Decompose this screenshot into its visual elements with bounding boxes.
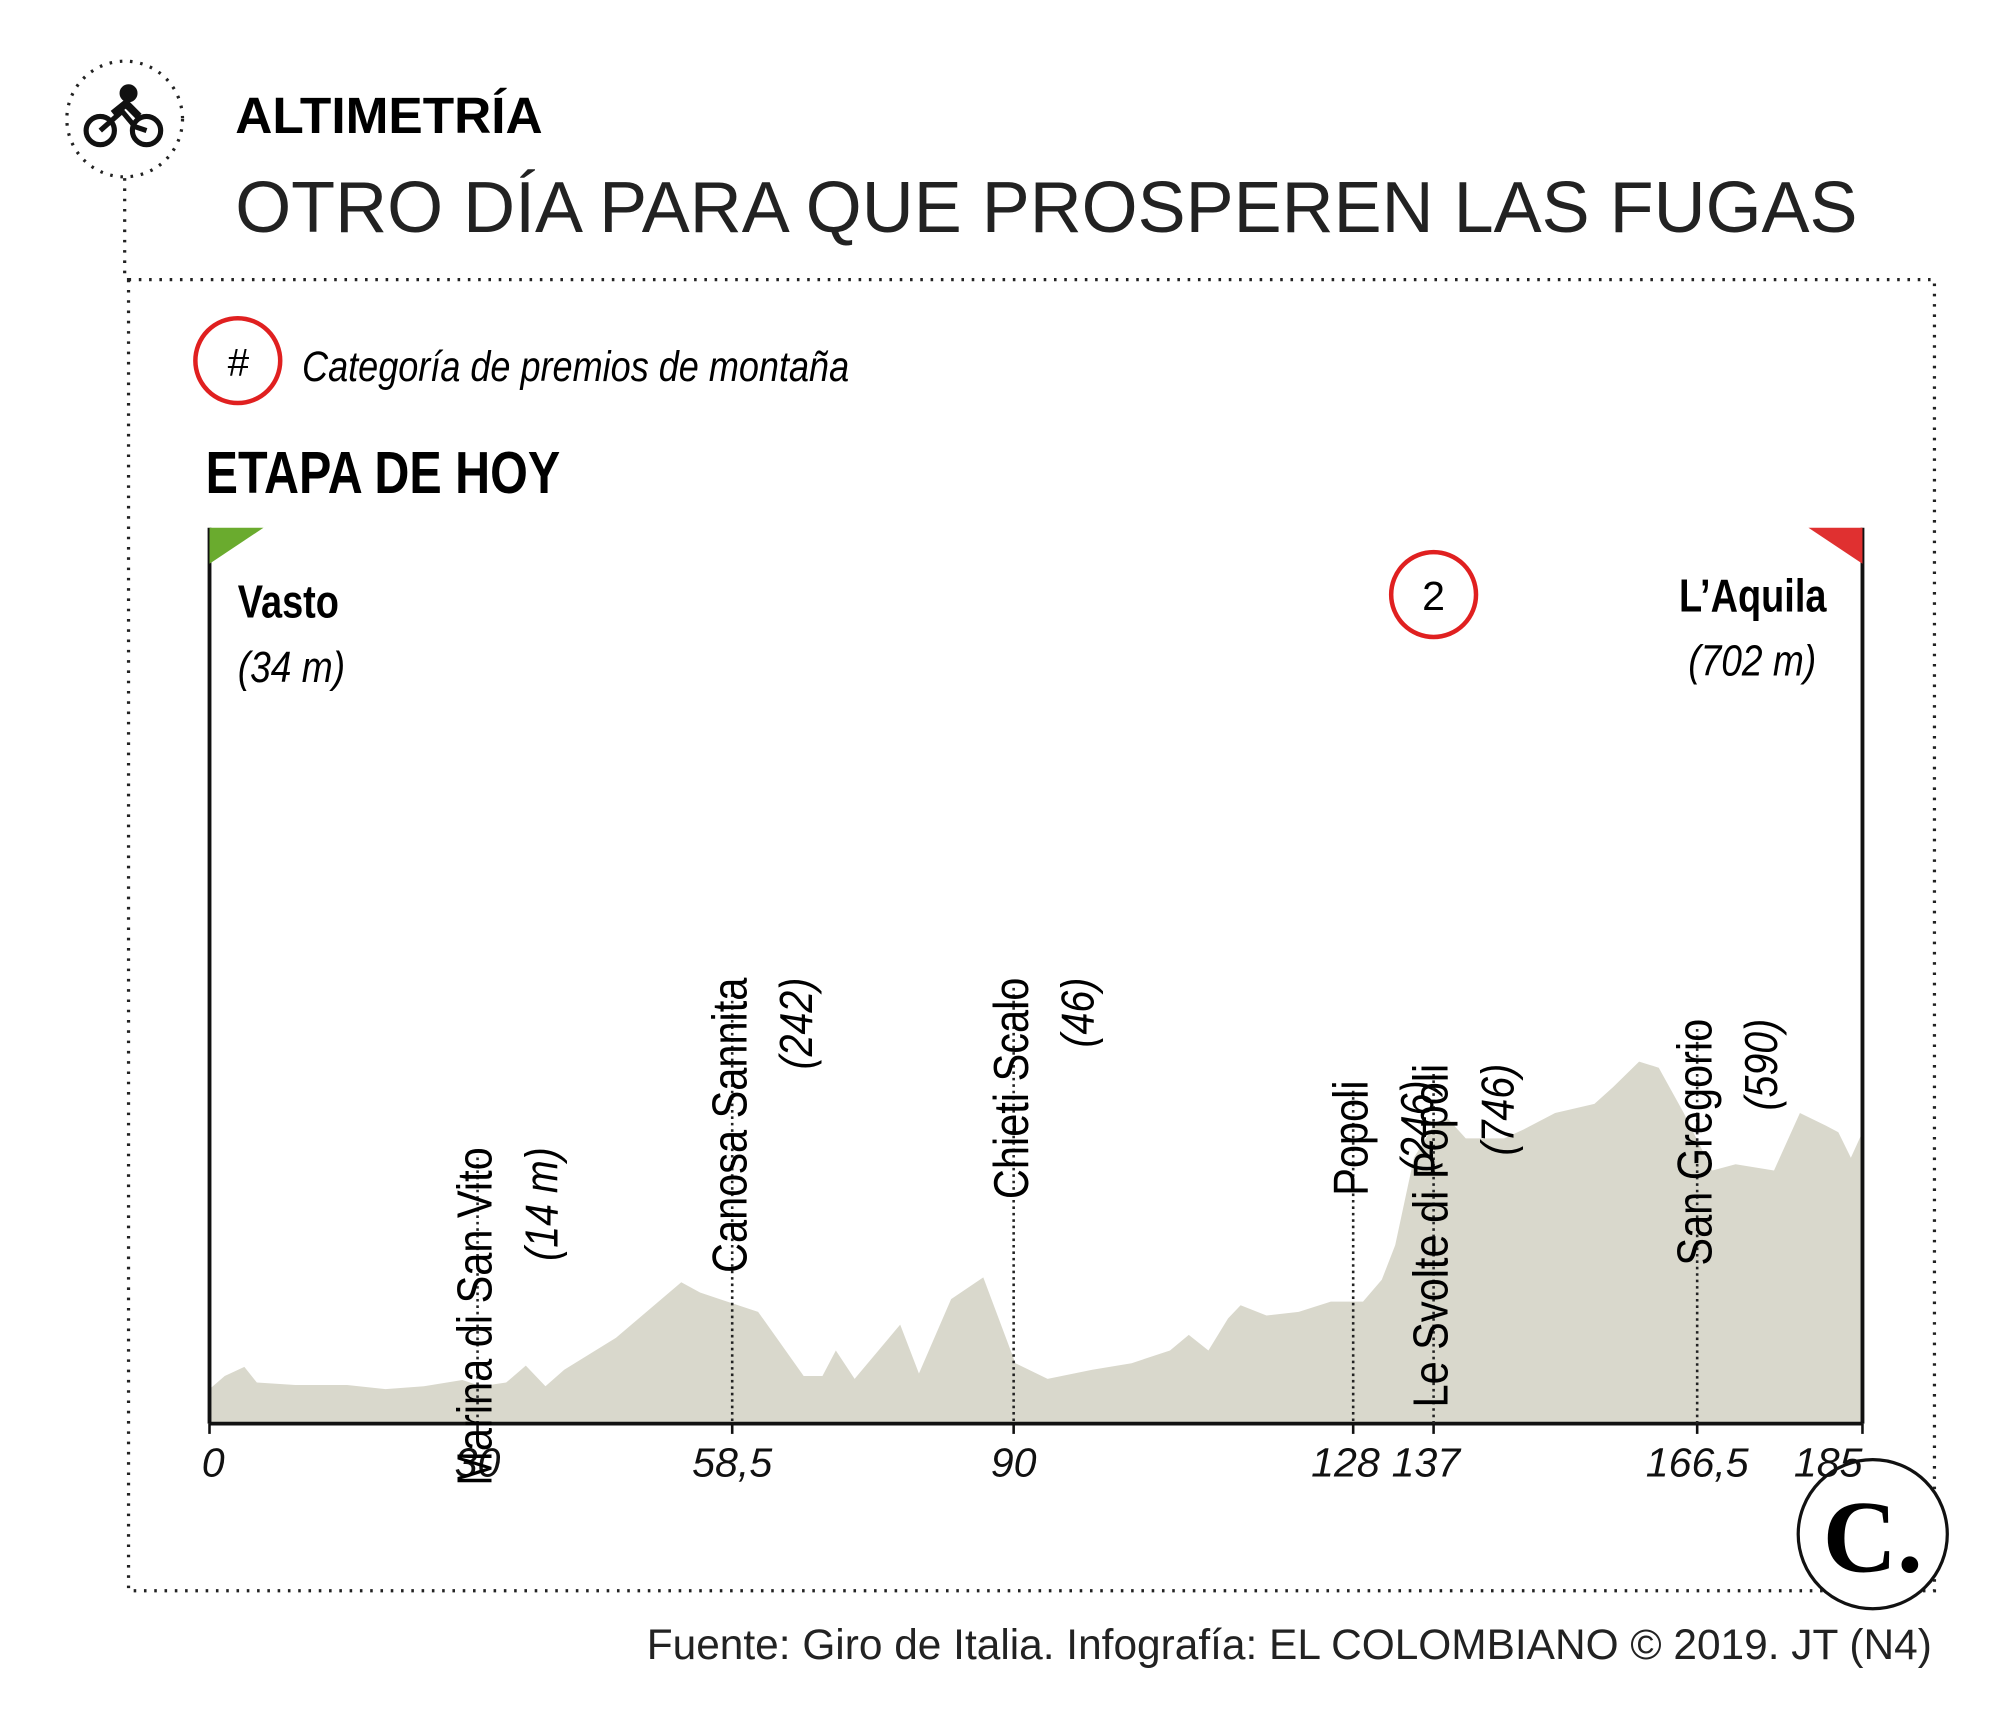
place-name: Chieti Scalo	[984, 978, 1039, 1199]
logo: C.	[1823, 1480, 1923, 1594]
x-tick-label: 90	[991, 1439, 1037, 1485]
legend-symbol: #	[227, 342, 249, 385]
x-tick-label: 0	[202, 1439, 225, 1485]
subtitle: ETAPA DE HOY	[206, 441, 561, 507]
x-tick-label: 128	[1311, 1439, 1380, 1485]
elevation-area	[209, 1061, 1863, 1424]
icon-ring	[65, 59, 185, 179]
x-tick-label: 166,5	[1646, 1439, 1749, 1485]
category-circle	[1388, 549, 1479, 640]
category-label: 2	[1422, 573, 1445, 619]
place-elevation: (14 m)	[516, 1147, 568, 1261]
start-name: Vasto	[238, 576, 339, 627]
cyclist-icon	[83, 84, 164, 148]
logo-ring	[1796, 1458, 1949, 1611]
place-name: Popoli	[1323, 1080, 1378, 1195]
place-elevation: (46)	[1052, 978, 1104, 1048]
place-name: Le Svolte di Popoli	[1404, 1064, 1459, 1408]
chart-title: OTRO DÍA PARA QUE PROSPEREN LAS FUGAS	[235, 168, 1857, 248]
source: Fuente: Giro de Italia. Infografía: EL C…	[647, 1621, 1932, 1668]
x-tick-label: 30	[455, 1439, 501, 1485]
place-elevation: (746)	[1472, 1064, 1524, 1156]
place-name: Canosa Sannita	[702, 977, 757, 1273]
finish-name: L’Aquila	[1679, 570, 1827, 621]
finish-elevation: (702 m)	[1688, 636, 1816, 686]
finish-flag	[1808, 527, 1863, 564]
place-elevation: (590)	[1736, 1019, 1788, 1111]
place-elevation: (246)	[1392, 1080, 1444, 1172]
legend-circle	[193, 315, 283, 406]
start-elevation: (34 m)	[238, 642, 345, 692]
place-name: San Gregorio	[1667, 1019, 1722, 1266]
x-tick-label: 137	[1392, 1439, 1463, 1485]
start-flag	[209, 527, 264, 564]
x-tick-label: 58,5	[692, 1439, 772, 1485]
place-elevation: (242)	[771, 978, 823, 1070]
kicker: ALTIMETRÍA	[235, 86, 542, 144]
x-tick-label: 185	[1794, 1439, 1863, 1485]
legend-text: Categoría de premios de montaña	[302, 343, 849, 390]
place-name: Marina di San Vito	[448, 1147, 503, 1485]
